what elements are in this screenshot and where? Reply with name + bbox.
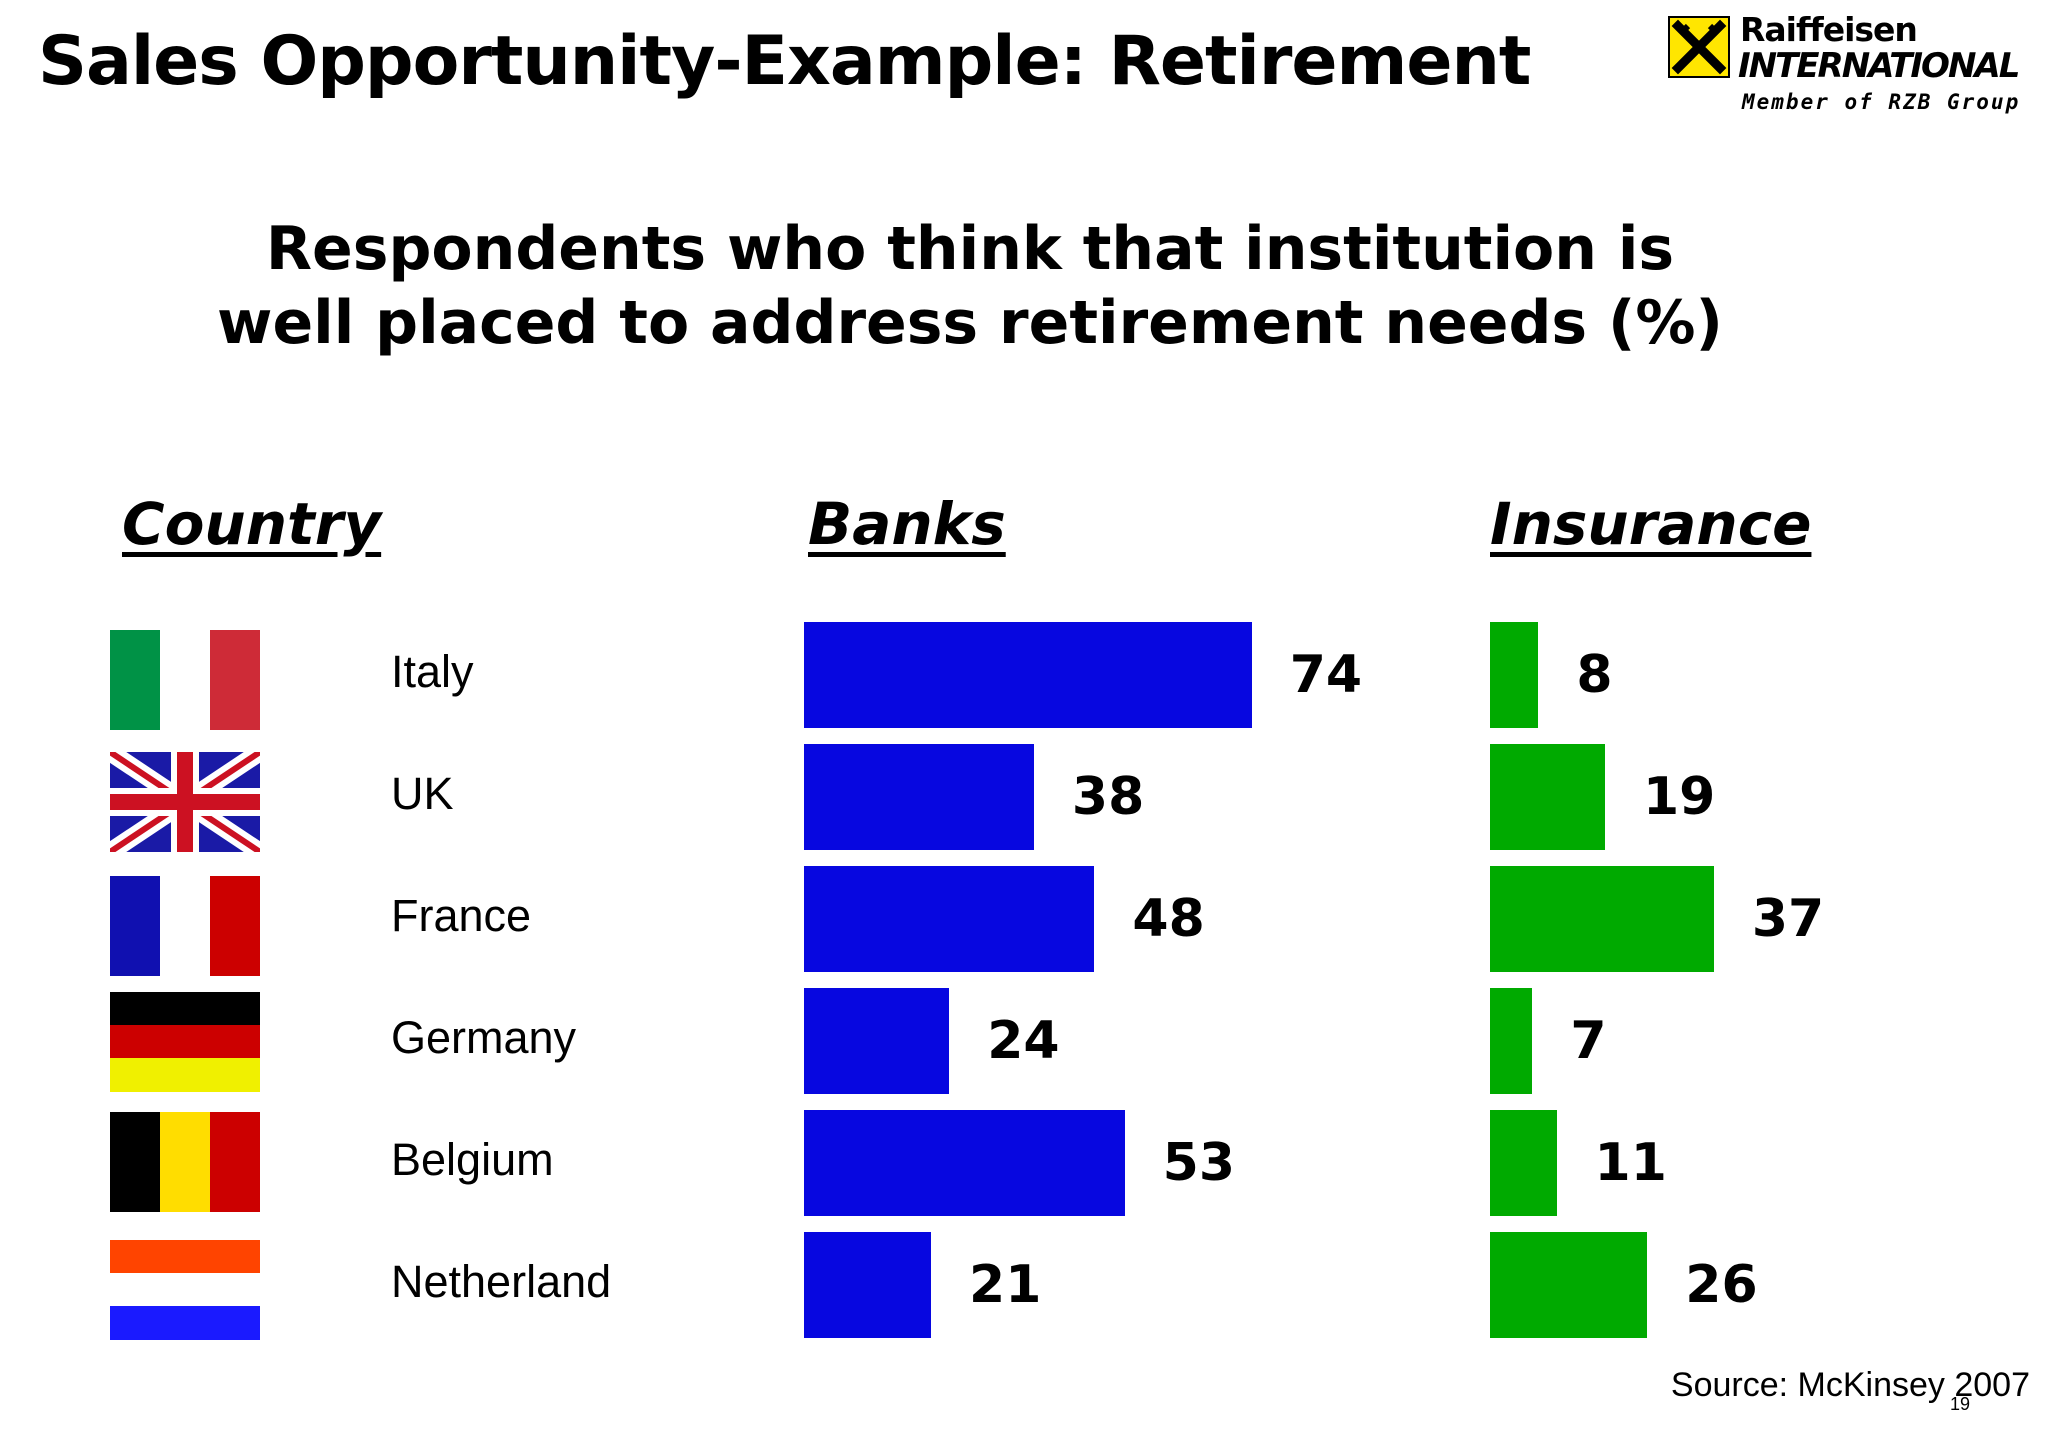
- insurance-value-germany: 7: [1570, 1011, 1607, 1071]
- column-header-insurance: Insurance: [1490, 490, 1812, 558]
- country-label-italy: Italy: [391, 646, 474, 697]
- country-label-france: France: [391, 890, 532, 941]
- chart-title: Respondents who think that institution i…: [217, 214, 1723, 358]
- banks-bar-france: [804, 866, 1095, 972]
- flag-germany-icon: [110, 992, 260, 1092]
- insurance-value-italy: 8: [1576, 645, 1613, 705]
- page-number: 19: [1950, 1394, 1971, 1414]
- insurance-bar-belgium: [1490, 1110, 1557, 1216]
- banks-value-germany: 24: [987, 1011, 1060, 1071]
- insurance-bar-france: [1490, 866, 1714, 972]
- banks-value-netherland: 21: [969, 1255, 1042, 1315]
- insurance-value-france: 37: [1751, 889, 1825, 949]
- country-label-netherland: Netherland: [391, 1256, 612, 1307]
- country-label-belgium: Belgium: [391, 1134, 554, 1185]
- banks-bar-netherland: [804, 1232, 932, 1338]
- insurance-value-belgium: 11: [1594, 1133, 1667, 1193]
- flag-france-icon: [110, 876, 260, 976]
- flag-uk-icon: [105, 744, 265, 860]
- logo-tagline: Member of RZB Group: [1742, 90, 2021, 114]
- banks-bar-italy: [804, 622, 1252, 728]
- banks-value-belgium: 53: [1162, 1133, 1236, 1193]
- banks-value-france: 48: [1132, 889, 1205, 949]
- insurance-bar-germany: [1490, 988, 1533, 1094]
- source-note: Source: McKinsey 2007: [1670, 1366, 2030, 1404]
- insurance-bar-netherland: [1490, 1232, 1648, 1338]
- flag-netherlands-icon: [110, 1240, 260, 1340]
- flag-italy-icon: [110, 630, 260, 730]
- country-label-germany: Germany: [391, 1012, 577, 1063]
- banks-value-uk: 38: [1071, 767, 1145, 827]
- insurance-bar-uk: [1490, 744, 1605, 850]
- column-header-country: Country: [122, 490, 382, 558]
- banks-bar-germany: [804, 988, 950, 1094]
- logo-name: Raiffeisen: [1740, 10, 1918, 49]
- logo-name-line2: INTERNATIONAL: [1738, 46, 2020, 86]
- insurance-bar-italy: [1490, 622, 1539, 728]
- column-header-banks: Banks: [808, 490, 1006, 558]
- banks-value-italy: 74: [1289, 645, 1363, 705]
- raiffeisen-logo: Raiffeisen INTERNATIONAL Member of RZB G…: [1668, 10, 2028, 124]
- raiffeisen-gable-icon: [1668, 16, 1730, 78]
- slide-title: Sales Opportunity-Example: Retirement: [38, 22, 1531, 101]
- insurance-value-netherland: 26: [1685, 1255, 1758, 1315]
- flag-belgium-icon: [110, 1112, 260, 1212]
- insurance-value-uk: 19: [1642, 767, 1716, 827]
- country-label-uk: UK: [391, 768, 454, 819]
- banks-bar-uk: [804, 744, 1034, 850]
- banks-bar-belgium: [804, 1110, 1125, 1216]
